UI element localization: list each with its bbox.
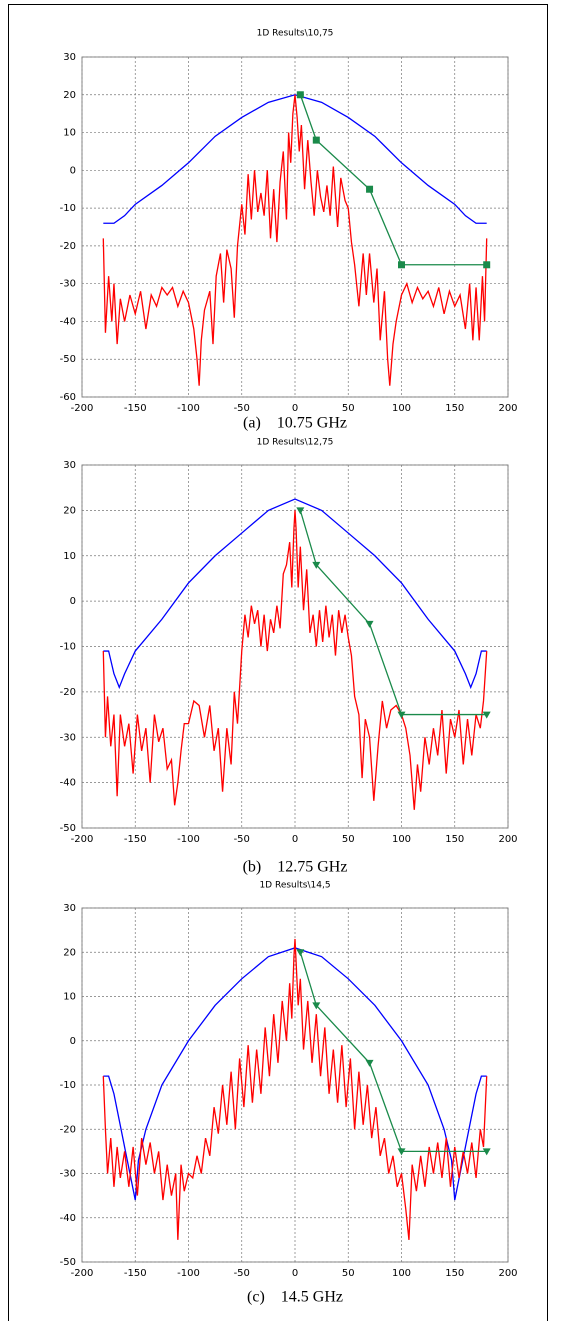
marker [397,711,406,719]
marker [312,561,321,569]
y-tick-label: 0 [70,596,76,607]
x-tick-label: -50 [234,403,250,414]
y-tick-label: -40 [60,778,76,789]
chart-title: 1D Results\10,75 [257,29,334,39]
chart-title: 1D Results\12,75 [257,438,334,448]
y-tick-label: 10 [63,128,76,139]
x-tick-label: 0 [292,834,298,845]
y-tick-label: 20 [63,505,76,516]
y-tick-label: -60 [60,392,76,403]
marker [312,1002,321,1010]
marker [365,1059,374,1067]
x-tick-label: 200 [498,403,517,414]
marker [483,261,491,269]
y-tick-label: -20 [60,687,76,698]
x-tick-label: -50 [234,1268,250,1279]
x-tick-label: 100 [392,1268,411,1279]
chart-title: 1D Results\14,5 [259,881,330,891]
x-tick-label: 0 [292,403,298,414]
y-tick-label: -10 [60,203,76,214]
y-tick-label: 30 [63,903,76,914]
series-line [102,938,488,1240]
y-tick-label: 0 [70,165,76,176]
y-tick-label: -30 [60,732,76,743]
y-tick-label: 20 [63,90,76,101]
y-tick-label: -50 [60,823,76,834]
x-tick-label: -200 [71,1268,94,1279]
y-tick-label: -40 [60,316,76,327]
y-tick-label: -40 [60,1213,76,1224]
y-tick-label: -50 [60,1257,76,1268]
x-tick-label: -200 [71,834,94,845]
y-tick-label: -10 [60,1080,76,1091]
marker [482,1148,491,1156]
x-tick-label: 50 [342,834,355,845]
marker [296,949,305,957]
y-tick-label: 30 [63,460,76,471]
y-tick-label: 10 [63,551,76,562]
x-tick-label: 200 [498,834,517,845]
y-tick-label: 0 [70,1036,76,1047]
marker [482,711,491,719]
x-tick-label: 150 [445,1268,464,1279]
x-tick-label: 0 [292,1268,298,1279]
x-tick-label: -150 [124,834,147,845]
x-tick-label: -100 [177,1268,200,1279]
y-tick-label: -30 [60,279,76,290]
x-tick-label: -200 [71,403,94,414]
x-tick-label: -100 [177,403,200,414]
y-tick-label: 10 [63,992,76,1003]
marker [398,261,405,269]
x-tick-label: -100 [177,834,200,845]
marker [312,136,320,144]
x-tick-label: 100 [392,834,411,845]
x-tick-label: 100 [392,403,411,414]
marker [296,507,305,515]
series-line [102,94,488,386]
marker [296,91,304,99]
y-tick-label: -10 [60,642,76,653]
x-tick-label: 50 [342,403,355,414]
frame [8,4,548,1325]
x-tick-label: 150 [445,834,464,845]
x-tick-label: 200 [498,1268,517,1279]
caption: (b) 12.75 GHz [243,859,348,876]
marker [365,620,374,628]
y-tick-label: 20 [63,947,76,958]
series-line [102,510,488,810]
y-tick-label: -50 [60,354,76,365]
x-tick-label: -150 [124,403,147,414]
caption: (a) 10.75 GHz [243,415,347,432]
y-tick-label: 30 [63,52,76,63]
y-tick-label: -30 [60,1169,76,1180]
marker [366,185,374,193]
marker [397,1148,406,1156]
y-tick-label: -20 [60,241,76,252]
y-tick-label: -20 [60,1124,76,1135]
x-tick-label: 50 [342,1268,355,1279]
x-tick-label: -50 [234,834,250,845]
x-tick-label: -150 [124,1268,147,1279]
caption: (c) 14.5 GHz [247,1289,343,1306]
x-tick-label: 150 [445,403,464,414]
series-line [103,498,487,690]
